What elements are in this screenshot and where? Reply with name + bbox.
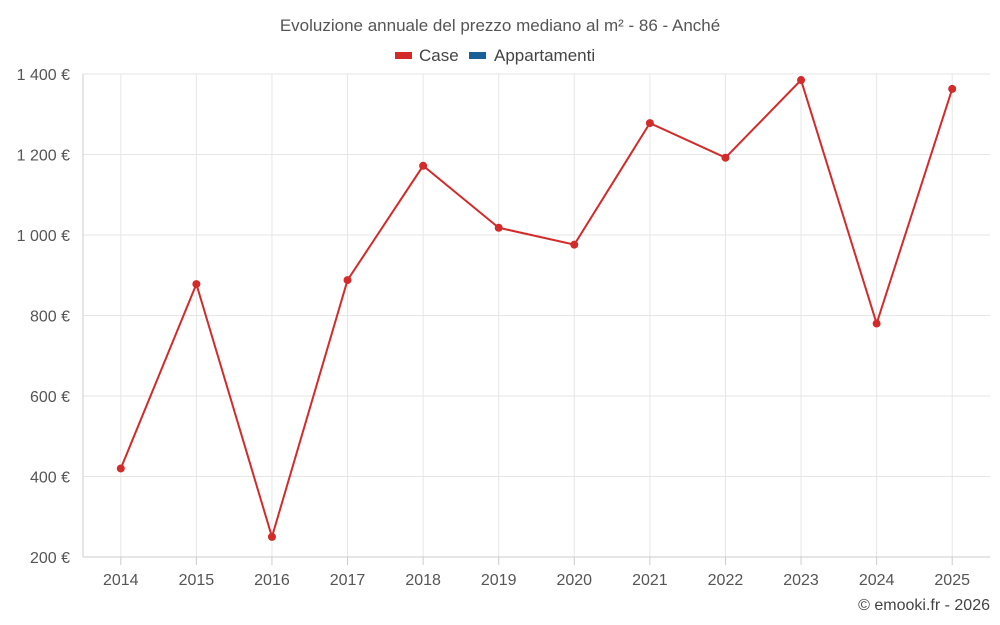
legend-item-case[interactable]: Case [395,46,459,65]
data-point-case[interactable] [192,280,200,288]
x-tick-label: 2018 [405,572,441,589]
y-tick-label: 400 € [30,470,70,487]
y-tick-label: 1 000 € [17,228,70,245]
legend: Case Appartamenti [395,46,595,65]
data-point-case[interactable] [117,464,125,472]
x-tick-label: 2023 [783,572,819,589]
y-tick-label: 800 € [30,309,70,326]
x-tick-label: 2021 [632,572,668,589]
axes: 200 € 400 € 600 € 800 € 1 000 € 1 200 € 1 400 … [17,67,990,589]
series-case [117,76,956,541]
x-tick-label: 2022 [708,572,744,589]
data-point-case[interactable] [495,224,503,232]
x-tick-label: 2020 [556,572,592,589]
x-tick-label: 2025 [934,572,970,589]
data-point-case[interactable] [948,85,956,93]
data-point-case[interactable] [646,119,654,127]
y-tick-label: 1 200 € [17,148,70,165]
legend-label-appartamenti: Appartamenti [494,46,595,65]
data-point-case[interactable] [797,76,805,84]
price-chart: Evoluzione annuale del prezzo mediano al… [0,0,1000,625]
x-tick-label: 2017 [330,572,366,589]
x-tick-label: 2019 [481,572,517,589]
credit-text: © emooki.fr - 2026 [858,597,990,614]
x-tick-label: 2024 [859,572,895,589]
y-tick-label: 1 400 € [17,67,70,84]
data-point-case[interactable] [268,533,276,541]
data-point-case[interactable] [873,320,881,328]
y-tick-label: 600 € [30,389,70,406]
data-point-case[interactable] [344,276,352,284]
legend-swatch-case [395,52,412,59]
grid [83,74,990,557]
data-point-case[interactable] [721,154,729,162]
legend-swatch-appartamenti [469,52,486,59]
x-tick-label: 2016 [254,572,290,589]
data-point-case[interactable] [570,241,578,249]
legend-item-appartamenti[interactable]: Appartamenti [469,46,595,65]
chart-title: Evoluzione annuale del prezzo mediano al… [280,16,720,35]
x-tick-label: 2014 [103,572,139,589]
data-point-case[interactable] [419,162,427,170]
legend-label-case: Case [419,46,459,65]
x-tick-label: 2015 [179,572,215,589]
series-line-case [121,80,952,537]
y-tick-label: 200 € [30,550,70,567]
